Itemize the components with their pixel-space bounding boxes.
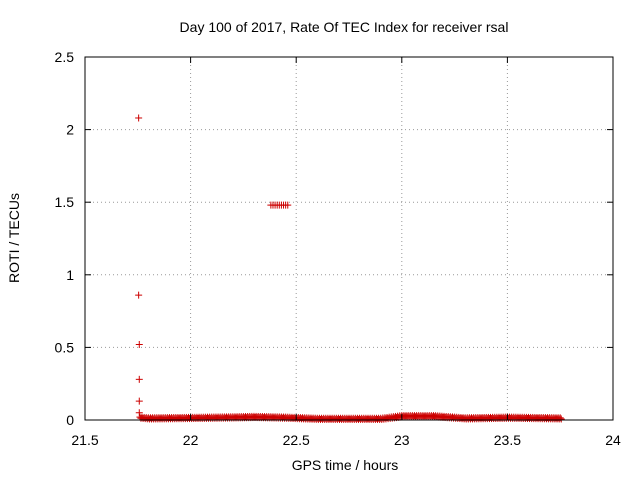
x-axis-ticks: 21.5 22 22.5 23 23.5 24 — [71, 57, 621, 448]
y-tick-label: 0 — [66, 412, 74, 428]
data-point — [135, 291, 143, 299]
chart-title: Day 100 of 2017, Rate Of TEC Index for r… — [180, 19, 509, 35]
data-point — [284, 201, 292, 209]
grid-lines — [85, 57, 613, 420]
y-tick-label: 2.5 — [55, 49, 75, 65]
data-point — [557, 415, 565, 423]
x-tick-label: 24 — [605, 432, 621, 448]
y-axis-ticks: 0 0.5 1 1.5 2 2.5 — [55, 49, 613, 428]
data-point — [135, 114, 143, 122]
x-axis-title: GPS time / hours — [292, 457, 399, 473]
data-point — [135, 397, 143, 405]
x-tick-label: 23 — [394, 432, 410, 448]
x-tick-label: 22.5 — [283, 432, 310, 448]
x-tick-label: 22 — [183, 432, 199, 448]
x-tick-label: 23.5 — [494, 432, 521, 448]
y-tick-label: 1.5 — [55, 194, 75, 210]
data-point — [135, 409, 143, 417]
data-points — [135, 114, 565, 423]
y-tick-label: 2 — [66, 122, 74, 138]
data-point — [135, 375, 143, 383]
y-tick-label: 0.5 — [55, 339, 75, 355]
data-point — [135, 340, 143, 348]
plot-frame — [84, 56, 614, 421]
y-tick-label: 1 — [66, 267, 74, 283]
x-tick-label: 21.5 — [71, 432, 98, 448]
y-axis-title: ROTI / TECUs — [6, 193, 22, 283]
